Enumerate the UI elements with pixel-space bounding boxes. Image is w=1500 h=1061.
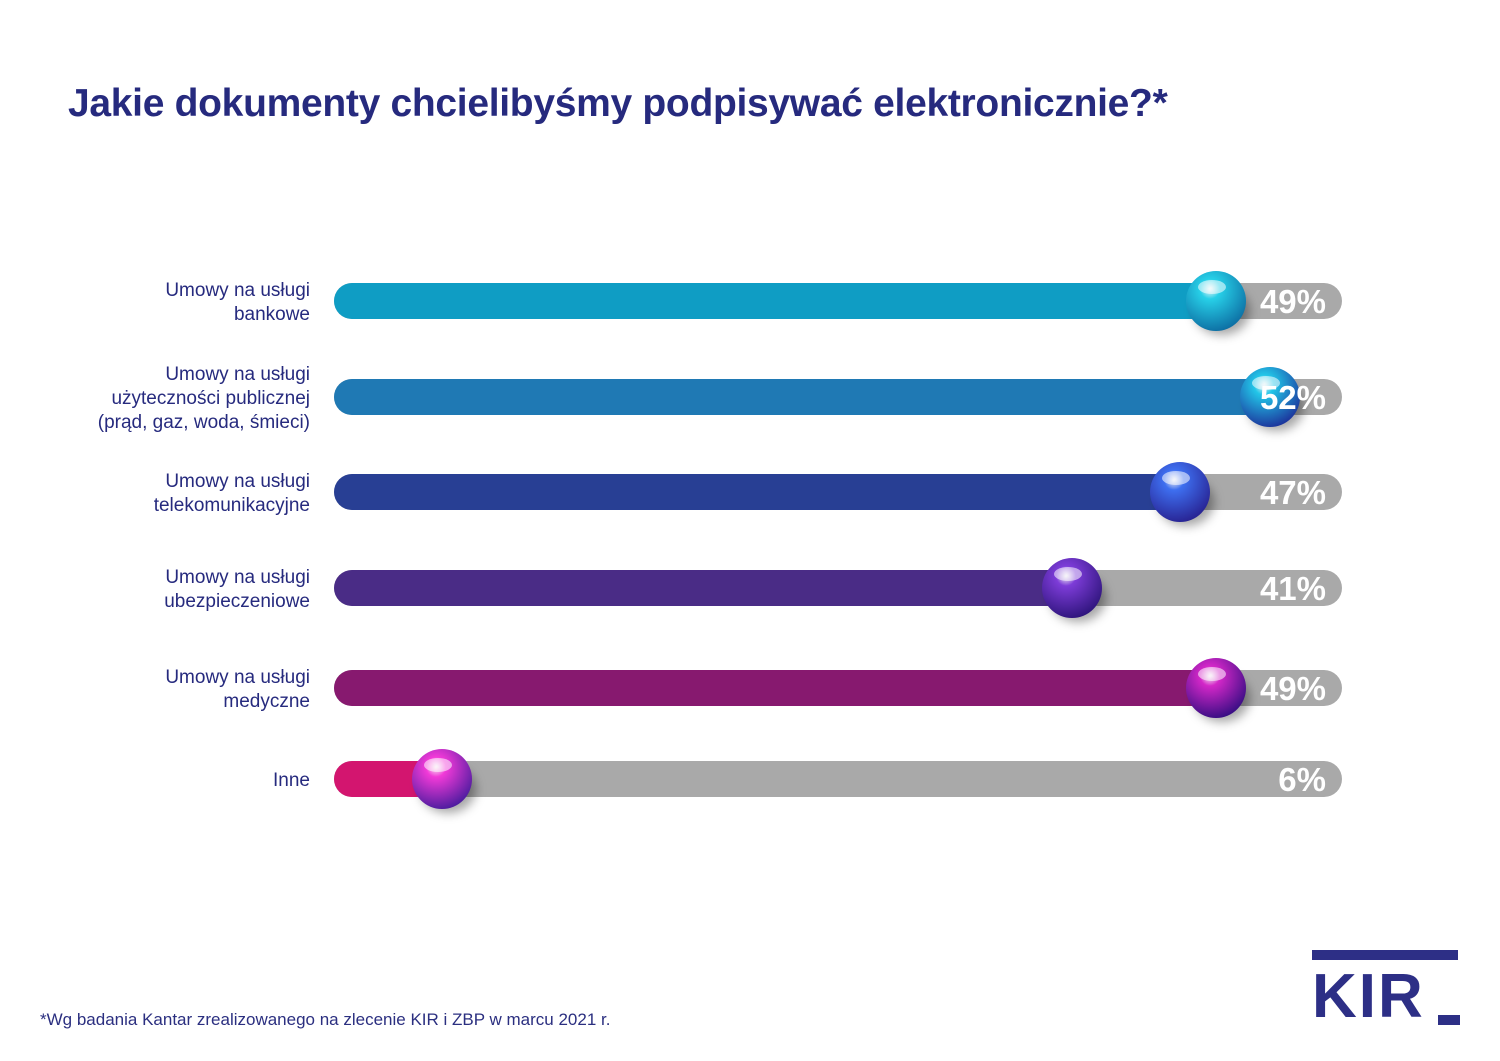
- value-label-0: 49%: [1260, 283, 1326, 320]
- category-label-5: Inne: [273, 770, 310, 791]
- knob-highlight-1: [1252, 376, 1280, 390]
- category-label-line: Umowy na usługi: [165, 364, 310, 385]
- category-label-0: Umowy na usługi bankowe: [165, 280, 310, 325]
- logo-bar: [1312, 950, 1458, 960]
- category-label-line: Inne: [273, 770, 310, 791]
- knob-highlight-3: [1054, 567, 1082, 581]
- knob-4: [1186, 658, 1246, 718]
- category-label-line: Umowy na usługi: [165, 567, 310, 588]
- knob-3: [1042, 558, 1102, 618]
- category-label-line: Umowy na usługi: [165, 667, 310, 688]
- knob-2: [1150, 462, 1210, 522]
- bar-4: [334, 670, 1216, 706]
- chart-title: Jakie dokumenty chcielibyśmy podpisywać …: [68, 82, 1168, 125]
- chart-value-labels: 49% 52% 47% 41% 49% 6%: [1260, 283, 1326, 798]
- footnote: *Wg badania Kantar zrealizowanego na zle…: [40, 1010, 611, 1029]
- category-label-line: telekomunikacyjne: [154, 495, 310, 516]
- bar-0: [334, 283, 1216, 319]
- category-label-line: (prąd, gaz, woda, śmieci): [98, 412, 310, 433]
- category-label-4: Umowy na usługi medyczne: [165, 667, 310, 712]
- bar-1: [334, 379, 1270, 415]
- category-label-line: Umowy na usługi: [165, 471, 310, 492]
- logo-text: KIR: [1312, 962, 1425, 1031]
- value-label-2: 47%: [1260, 474, 1326, 511]
- knob-5: [412, 749, 472, 809]
- logo-dash: [1438, 1015, 1460, 1025]
- chart-category-labels: Umowy na usługi bankowe Umowy na usługi uży…: [98, 280, 310, 791]
- knob-highlight-2: [1162, 471, 1190, 485]
- value-label-5: 6%: [1278, 761, 1326, 798]
- bar-track-5: [334, 761, 1342, 797]
- category-label-3: Umowy na usługi ubezpieczeniowe: [164, 567, 310, 612]
- knob-highlight-4: [1198, 667, 1226, 681]
- bar-3: [334, 570, 1072, 606]
- category-label-2: Umowy na usługi telekomunikacyjne: [154, 471, 310, 516]
- bar-2: [334, 474, 1180, 510]
- value-label-3: 41%: [1260, 570, 1326, 607]
- knob-highlight-5: [424, 758, 452, 772]
- kir-logo: KIR: [1312, 950, 1460, 1030]
- knob-highlight-0: [1198, 280, 1226, 294]
- category-label-line: bankowe: [234, 304, 310, 325]
- category-label-1: Umowy na usługi użyteczności publicznej (p…: [98, 364, 310, 433]
- category-label-line: użyteczności publicznej: [111, 388, 310, 409]
- value-label-4: 49%: [1260, 670, 1326, 707]
- knob-0: [1186, 271, 1246, 331]
- chart-bars: [334, 283, 1270, 797]
- chart-tracks: [334, 283, 1342, 797]
- category-label-line: ubezpieczeniowe: [164, 591, 310, 612]
- chart-knobs: [412, 271, 1304, 813]
- category-label-line: Umowy na usługi: [165, 280, 310, 301]
- value-label-1: 52%: [1260, 379, 1326, 416]
- category-label-line: medyczne: [223, 691, 310, 712]
